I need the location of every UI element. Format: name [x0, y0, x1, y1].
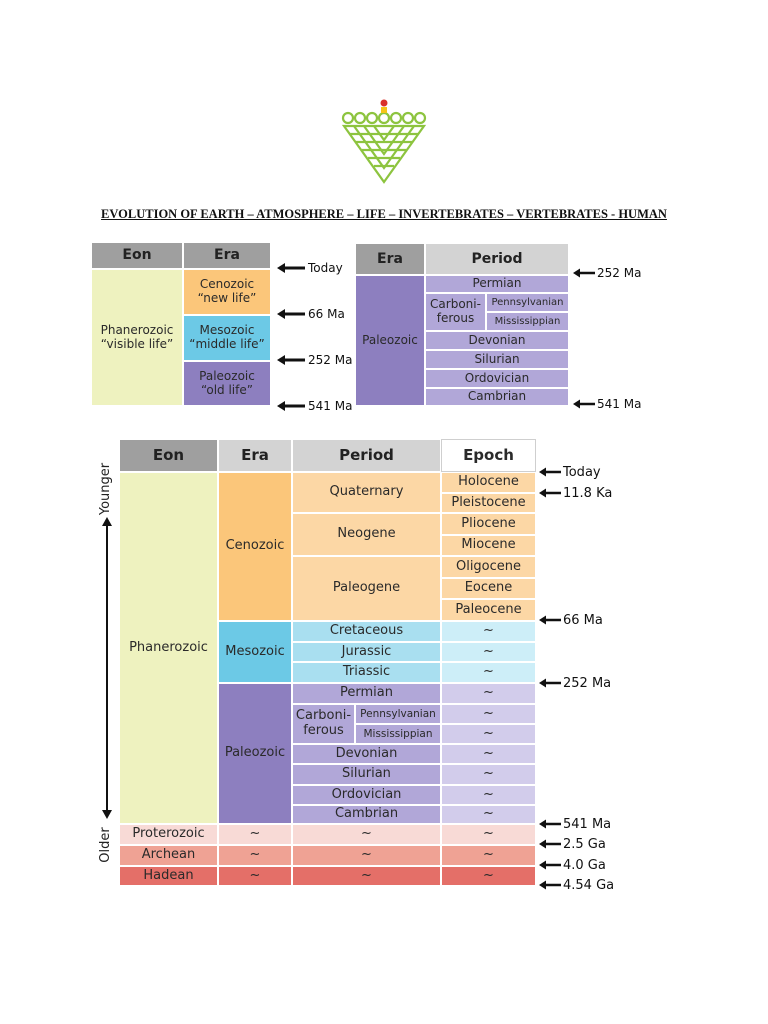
period-devonian: Devonian [425, 331, 569, 350]
arrow-left-icon [539, 819, 561, 829]
eon-phanerozoic: Phanerozoic [119, 472, 218, 824]
arrow-left-icon [539, 678, 561, 688]
header-period: Period [425, 243, 569, 275]
epoch-ordovician-tilde: ~ [441, 785, 536, 805]
older-label: Older [98, 827, 113, 863]
period-mississippian: Mississippian [486, 312, 569, 331]
arrow-left-icon [277, 355, 305, 365]
era-cenozoic: Cenozoic “new life” [183, 269, 271, 315]
epoch-pliocene: Pliocene [441, 513, 536, 535]
era-paleozoic: Paleozoic [355, 275, 425, 406]
epoch-silurian-tilde: ~ [441, 764, 536, 785]
hadean-era-tilde: ~ [218, 866, 292, 886]
arrow-left-icon [573, 268, 595, 278]
arrow-left-icon [573, 399, 595, 409]
period-silurian: Silurian [425, 350, 569, 369]
epoch-cambrian-tilde: ~ [441, 805, 536, 824]
period-silurian: Silurian [292, 764, 441, 785]
arrow-left-icon [539, 488, 561, 498]
proterozoic-era-tilde: ~ [218, 824, 292, 845]
period-cretaceous: Cretaceous [292, 621, 441, 642]
period-ordovician: Ordovician [292, 785, 441, 805]
header-eon: Eon [119, 439, 218, 472]
era-mesozoic: Mesozoic “middle life” [183, 315, 271, 361]
younger-label: Younger [98, 462, 113, 516]
epoch-holocene: Holocene [441, 472, 536, 493]
era-paleozoic: Paleozoic [218, 683, 292, 824]
epoch-oligocene: Oligocene [441, 556, 536, 578]
arrow-left-icon [277, 263, 305, 273]
arrow-left-icon [539, 615, 561, 625]
arrow-left-icon [539, 839, 561, 849]
arrow-left-icon [539, 860, 561, 870]
eon-archean: Archean [119, 845, 218, 866]
hadean-epoch-tilde: ~ [441, 866, 536, 886]
hadean-period-tilde: ~ [292, 866, 441, 886]
epoch-devonian-tilde: ~ [441, 744, 536, 764]
period-cambrian: Cambrian [425, 388, 569, 406]
epoch-permian-tilde: ~ [441, 683, 536, 704]
double-arrow-icon [102, 517, 112, 819]
logo [338, 98, 430, 186]
eon-hadean: Hadean [119, 866, 218, 886]
arrow-left-icon [539, 880, 561, 890]
arrow-left-icon [277, 401, 305, 411]
epoch-pennsylvanian-tilde: ~ [441, 704, 536, 724]
eon-phanerozoic: Phanerozoic “visible life” [91, 269, 183, 406]
period-jurassic: Jurassic [292, 642, 441, 662]
header-eon: Eon [91, 242, 183, 269]
period-permian: Permian [292, 683, 441, 704]
period-pennsylvanian: Pennsylvanian [486, 293, 569, 312]
period-permian: Permian [425, 275, 569, 293]
period-pennsylvanian: Pennsylvanian [355, 704, 441, 724]
epoch-paleocene: Paleocene [441, 599, 536, 621]
archean-period-tilde: ~ [292, 845, 441, 866]
epoch-jurassic-tilde: ~ [441, 642, 536, 662]
header-era: Era [183, 242, 271, 269]
header-era: Era [355, 243, 425, 275]
epoch-mississippian-tilde: ~ [441, 724, 536, 744]
period-neogene: Neogene [292, 513, 441, 556]
arrow-left-icon [277, 309, 305, 319]
epoch-triassic-tilde: ~ [441, 662, 536, 683]
epoch-cretaceous-tilde: ~ [441, 621, 536, 642]
period-carboniferous: Carboni- ferous [292, 704, 355, 744]
header-epoch: Epoch [441, 439, 536, 472]
archean-era-tilde: ~ [218, 845, 292, 866]
period-cambrian: Cambrian [292, 805, 441, 824]
proterozoic-period-tilde: ~ [292, 824, 441, 845]
era-mesozoic: Mesozoic [218, 621, 292, 683]
header-era: Era [218, 439, 292, 472]
period-mississippian: Mississippian [355, 724, 441, 744]
period-devonian: Devonian [292, 744, 441, 764]
epoch-eocene: Eocene [441, 578, 536, 599]
period-ordovician: Ordovician [425, 369, 569, 388]
green-triangle-emblem-icon [341, 99, 427, 184]
document-title: EVOLUTION OF EARTH – ATMOSPHERE – LIFE –… [101, 207, 667, 221]
proterozoic-epoch-tilde: ~ [441, 824, 536, 845]
archean-epoch-tilde: ~ [441, 845, 536, 866]
era-cenozoic: Cenozoic [218, 472, 292, 621]
epoch-miocene: Miocene [441, 535, 536, 556]
period-carboniferous: Carboni- ferous [425, 293, 486, 331]
period-paleogene: Paleogene [292, 556, 441, 621]
epoch-pleistocene: Pleistocene [441, 493, 536, 513]
period-triassic: Triassic [292, 662, 441, 683]
arrow-left-icon [539, 467, 561, 477]
period-quaternary: Quaternary [292, 472, 441, 513]
header-period: Period [292, 439, 441, 472]
era-paleozoic: Paleozoic “old life” [183, 361, 271, 406]
eon-proterozoic: Proterozoic [119, 824, 218, 845]
